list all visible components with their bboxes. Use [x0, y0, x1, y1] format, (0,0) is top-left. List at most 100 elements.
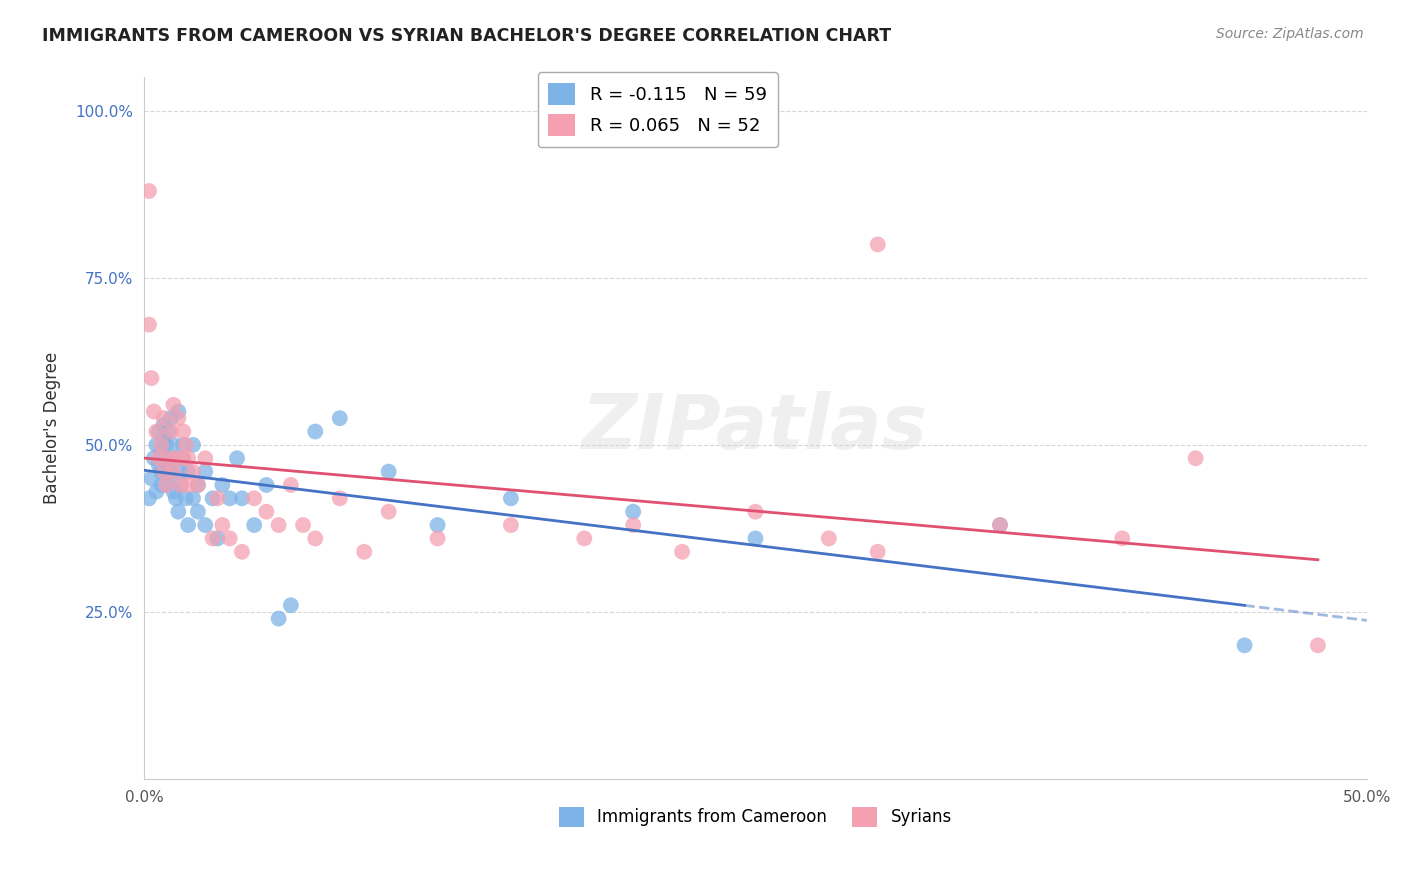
Point	[165, 491, 187, 506]
Point	[671, 545, 693, 559]
Point	[162, 465, 184, 479]
Point	[187, 478, 209, 492]
Point	[172, 438, 194, 452]
Point	[157, 458, 180, 472]
Legend: Immigrants from Cameroon, Syrians: Immigrants from Cameroon, Syrians	[553, 800, 959, 834]
Point	[145, 484, 167, 499]
Point	[267, 611, 290, 625]
Point	[155, 478, 177, 492]
Point	[194, 451, 217, 466]
Point	[141, 471, 163, 485]
Point	[170, 478, 193, 492]
Point	[181, 491, 204, 506]
Point	[162, 398, 184, 412]
Point	[177, 465, 200, 479]
Point	[744, 532, 766, 546]
Point	[148, 458, 170, 472]
Text: Source: ZipAtlas.com: Source: ZipAtlas.com	[1216, 27, 1364, 41]
Y-axis label: Bachelor's Degree: Bachelor's Degree	[44, 352, 60, 504]
Point	[155, 451, 177, 466]
Point	[172, 451, 194, 466]
Point	[167, 505, 190, 519]
Point	[211, 478, 233, 492]
Point	[174, 491, 197, 506]
Point	[292, 518, 315, 533]
Point	[1306, 638, 1329, 652]
Point	[499, 518, 522, 533]
Point	[145, 438, 167, 452]
Point	[254, 478, 277, 492]
Point	[138, 318, 160, 332]
Point	[866, 545, 889, 559]
Point	[150, 444, 173, 458]
Point	[174, 438, 197, 452]
Point	[194, 518, 217, 533]
Point	[201, 532, 224, 546]
Point	[181, 438, 204, 452]
Point	[499, 491, 522, 506]
Point	[138, 491, 160, 506]
Point	[226, 451, 249, 466]
Point	[152, 465, 174, 479]
Point	[157, 471, 180, 485]
Point	[162, 438, 184, 452]
Point	[207, 532, 229, 546]
Point	[254, 505, 277, 519]
Point	[280, 478, 302, 492]
Point	[155, 438, 177, 452]
Point	[138, 184, 160, 198]
Point	[280, 598, 302, 612]
Point	[177, 451, 200, 466]
Point	[150, 465, 173, 479]
Point	[201, 491, 224, 506]
Point	[150, 478, 173, 492]
Point	[426, 518, 449, 533]
Point	[152, 417, 174, 432]
Point	[866, 237, 889, 252]
Point	[304, 425, 326, 439]
Point	[167, 411, 190, 425]
Point	[1184, 451, 1206, 466]
Point	[155, 478, 177, 492]
Point	[150, 438, 173, 452]
Point	[181, 465, 204, 479]
Point	[160, 465, 183, 479]
Point	[207, 491, 229, 506]
Point	[157, 451, 180, 466]
Point	[377, 465, 399, 479]
Point	[177, 478, 200, 492]
Point	[170, 465, 193, 479]
Point	[574, 532, 596, 546]
Point	[160, 411, 183, 425]
Point	[148, 425, 170, 439]
Point	[267, 518, 290, 533]
Point	[231, 491, 253, 506]
Point	[194, 465, 217, 479]
Point	[1111, 532, 1133, 546]
Point	[165, 451, 187, 466]
Point	[187, 505, 209, 519]
Point	[211, 518, 233, 533]
Point	[187, 478, 209, 492]
Point	[744, 505, 766, 519]
Point	[157, 425, 180, 439]
Point	[167, 404, 190, 418]
Point	[988, 518, 1011, 533]
Point	[304, 532, 326, 546]
Point	[1233, 638, 1256, 652]
Point	[218, 491, 240, 506]
Text: IMMIGRANTS FROM CAMEROON VS SYRIAN BACHELOR'S DEGREE CORRELATION CHART: IMMIGRANTS FROM CAMEROON VS SYRIAN BACHE…	[42, 27, 891, 45]
Point	[165, 451, 187, 466]
Point	[243, 491, 266, 506]
Point	[160, 425, 183, 439]
Point	[152, 431, 174, 445]
Point	[817, 532, 839, 546]
Point	[152, 411, 174, 425]
Point	[145, 425, 167, 439]
Point	[621, 518, 644, 533]
Point	[142, 451, 165, 466]
Point	[353, 545, 375, 559]
Point	[177, 518, 200, 533]
Point	[377, 505, 399, 519]
Point	[426, 532, 449, 546]
